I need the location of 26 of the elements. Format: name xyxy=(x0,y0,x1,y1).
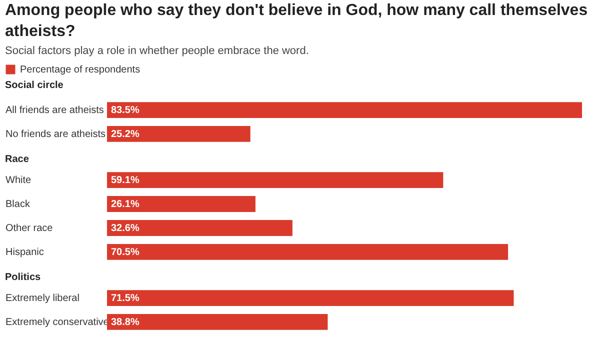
bar xyxy=(107,196,256,212)
data-label: 38.8% xyxy=(111,316,140,328)
data-label: 32.6% xyxy=(111,222,140,234)
text: Social factors play a role in whether people embrace the word. xyxy=(5,45,309,57)
bar xyxy=(107,220,292,236)
text: Politics xyxy=(5,272,42,283)
y-tick-label: Extremely conservative xyxy=(6,316,110,328)
y-tick-label: Hispanic xyxy=(6,246,44,258)
text: Race xyxy=(5,154,30,165)
data-label: 26.1% xyxy=(111,199,140,210)
y-tick-label: Extremely liberal xyxy=(6,293,80,304)
legend-label: Percentage of respondents xyxy=(20,64,140,76)
data-label: 71.5% xyxy=(111,293,140,304)
data-label: 59.1% xyxy=(111,175,140,186)
y-tick-label: Other race xyxy=(6,222,54,234)
data-label: 25.2% xyxy=(111,128,140,140)
y-tick-label: All friends are atheists xyxy=(6,105,104,116)
text: Among people who say they don't believe in God, how many call themselves atheists? xyxy=(5,2,588,40)
y-tick-label: White xyxy=(6,175,32,186)
data-label: 83.5% xyxy=(111,105,140,116)
y-tick-label: Black xyxy=(6,199,31,210)
bar xyxy=(107,172,444,188)
bar xyxy=(107,244,508,260)
chart-title: Social circle xyxy=(5,80,64,91)
data-label: 70.5% xyxy=(111,246,140,258)
y-tick-label: No friends are atheists xyxy=(6,128,106,140)
